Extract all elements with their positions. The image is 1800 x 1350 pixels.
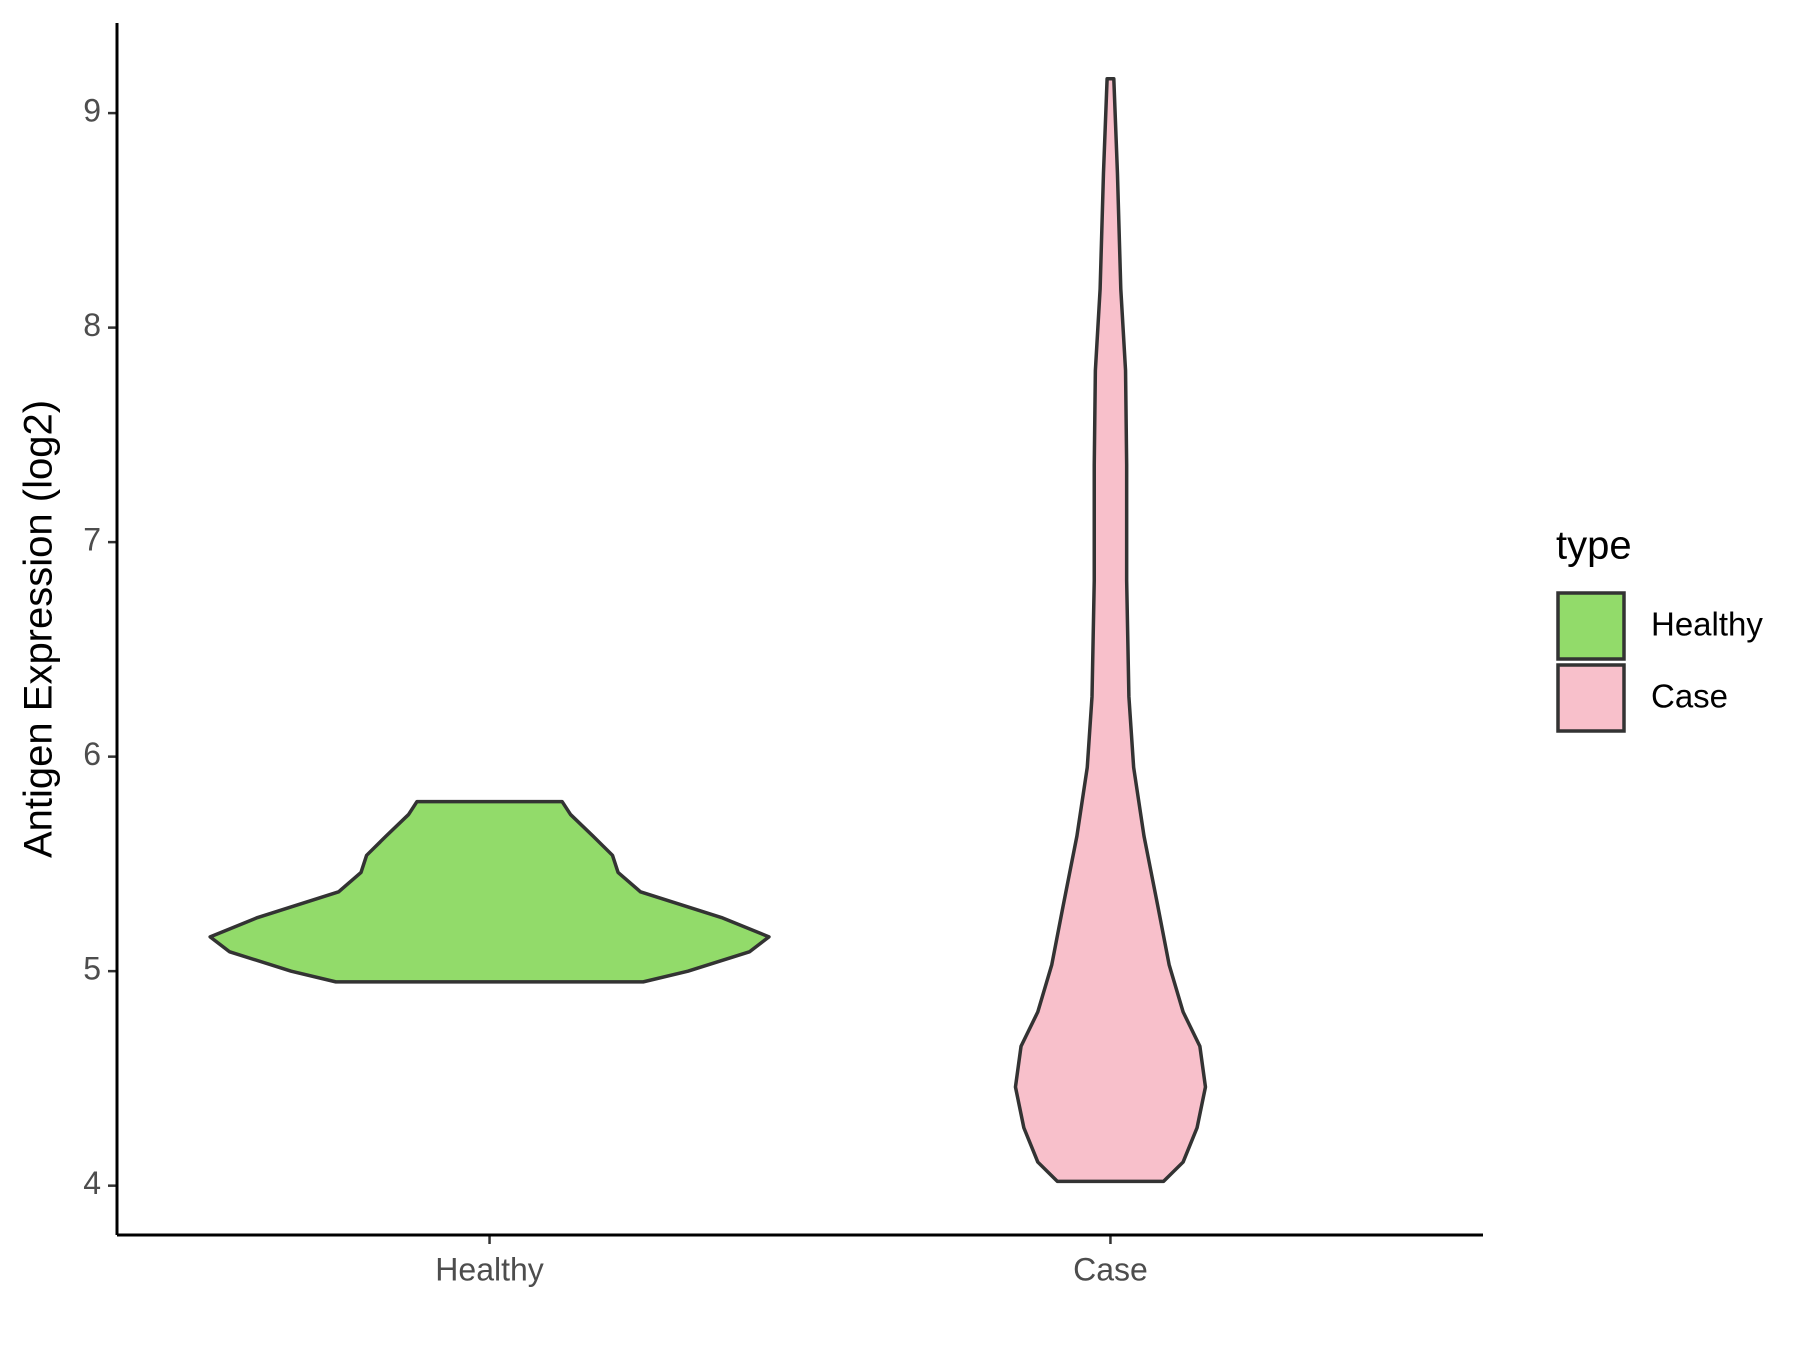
y-tick-label: 6 <box>83 736 101 772</box>
y-tick-label: 5 <box>83 951 101 987</box>
legend-title: type <box>1556 524 1632 568</box>
x-tick-label: Case <box>1073 1251 1148 1287</box>
violin <box>1013 77 1208 1184</box>
legend-label: Case <box>1651 678 1728 715</box>
legend-label: Healthy <box>1651 606 1763 643</box>
y-tick-label: 4 <box>83 1165 101 1201</box>
legend-key <box>1556 663 1626 733</box>
x-tick-label: Healthy <box>435 1251 544 1287</box>
y-tick-label: 7 <box>83 522 101 558</box>
y-tick-label: 9 <box>83 93 101 129</box>
y-tick-label: 8 <box>83 307 101 343</box>
violin <box>208 799 771 984</box>
legend-key <box>1556 591 1626 661</box>
y-axis-title: Antigen Expression (log2) <box>17 400 61 858</box>
